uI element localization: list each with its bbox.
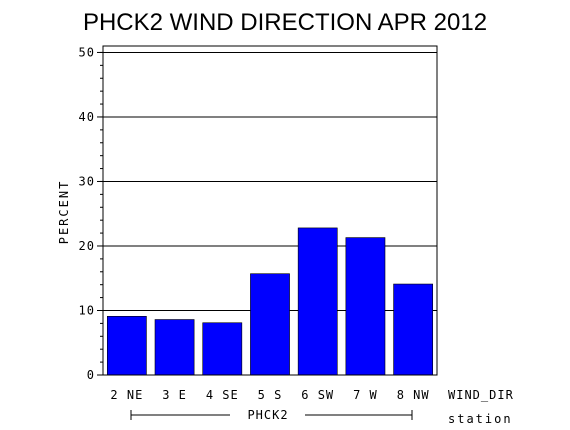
bar-4-se	[202, 322, 243, 376]
x-tick-label: 3 E	[162, 388, 187, 402]
x-tick-label: 8 NW	[397, 388, 430, 402]
bar-8-nw	[393, 283, 434, 376]
x-tick-label: 6 SW	[301, 388, 334, 402]
y-tick-label: 30	[79, 174, 95, 188]
station-group-label: PHCK2	[247, 408, 288, 422]
station-bracket: PHCK2	[130, 408, 413, 422]
bar-3-e	[154, 319, 195, 376]
bar-5-s	[250, 273, 290, 376]
x-tick-label: 7 W	[353, 388, 378, 402]
y-tick-label: 20	[79, 239, 95, 253]
x-axis-label: WIND_DIR	[448, 388, 514, 402]
x-tick-label: 2 NE	[110, 388, 143, 402]
y-tick-label: 0	[87, 368, 95, 382]
x-tick-labels: 2 NE 3 E 4 SE 5 S 6 SW 7 W 8 NW	[110, 388, 430, 402]
plot-frame	[102, 45, 438, 376]
y-tick-label: 40	[79, 110, 95, 124]
station-axis-label: station	[448, 412, 513, 426]
y-tick-label: 10	[79, 303, 95, 317]
y-tick-label: 50	[79, 45, 95, 59]
grid-lines	[103, 51, 437, 311]
y-axis-label: PERCENT	[57, 180, 71, 245]
x-tick-label: 4 SE	[206, 388, 239, 402]
x-tick-label: 5 S	[258, 388, 283, 402]
bar-6-sw	[297, 227, 338, 376]
bar-2-ne	[106, 315, 147, 376]
chart-title: PHCK2 WIND DIRECTION APR 2012	[83, 9, 487, 36]
bar-7-w	[345, 237, 386, 376]
bars	[106, 227, 434, 376]
y-axis: 0 10 20 30 40 50	[79, 45, 103, 382]
